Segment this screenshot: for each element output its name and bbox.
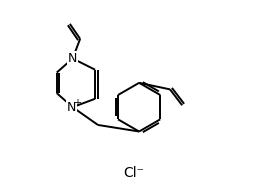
Text: N: N [67, 101, 76, 114]
Text: Cl⁻: Cl⁻ [123, 166, 144, 180]
Text: N: N [68, 52, 77, 65]
Text: +: + [73, 98, 81, 108]
